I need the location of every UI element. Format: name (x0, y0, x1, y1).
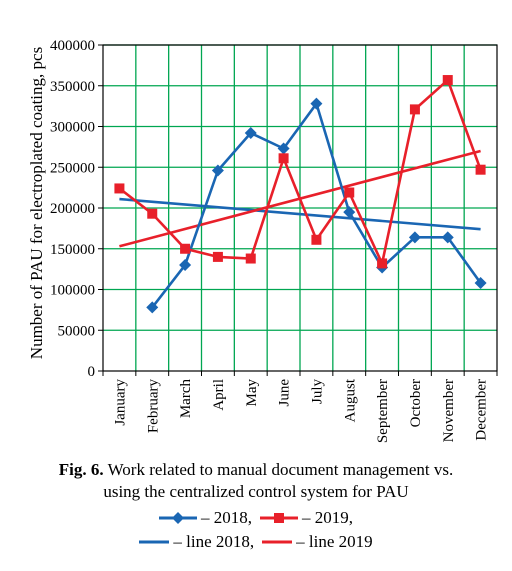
y-tick-label: 200000 (50, 201, 95, 217)
caption-line-1: Work related to manual document manageme… (107, 460, 454, 479)
data-point (245, 253, 256, 264)
y-tick-label: 250000 (50, 160, 95, 176)
legend-row-trendlines: – line 2018, – line 2019 (0, 531, 512, 553)
data-point (212, 251, 223, 262)
series (114, 75, 487, 314)
legend-label-line-2018: – line 2018, (173, 532, 255, 551)
legend-swatch-2019-icon (260, 513, 298, 523)
x-tick-label: December (474, 379, 490, 441)
legend-item-line-2019: – line 2019 (262, 532, 373, 552)
y-tick-label: 100000 (50, 283, 95, 299)
data-point (277, 142, 290, 155)
data-point (180, 243, 191, 254)
x-tick-label: November (441, 379, 457, 442)
grid (103, 44, 497, 371)
caption-line-2: using the centralized control system for… (103, 482, 409, 501)
data-point (244, 127, 257, 140)
data-point (114, 183, 125, 194)
legend-item-line-2018: – line 2018, (139, 532, 254, 552)
data-point (408, 231, 421, 244)
x-tick-label: September (375, 379, 391, 443)
axes (98, 44, 498, 376)
x-tick-label: May (244, 379, 260, 407)
data-point (211, 164, 224, 177)
data-point (474, 276, 487, 289)
legend-item-2018: – 2018, (159, 508, 252, 528)
legend-swatch-line-2019-icon (262, 540, 293, 544)
legend-label-2019: – 2019, (302, 508, 353, 527)
data-point (278, 153, 289, 164)
data-point (442, 75, 453, 86)
x-tick-label: June (277, 379, 293, 407)
x-tick-label: July (309, 379, 325, 405)
data-point (475, 164, 486, 175)
y-tick-label: 0 (88, 364, 96, 380)
data-point (311, 234, 322, 245)
legend-item-2019: – 2019, (260, 508, 353, 528)
legend-label-2018: – 2018, (201, 508, 252, 527)
figure-caption: Fig. 6. Work related to manual document … (0, 459, 512, 480)
data-point (146, 301, 159, 314)
x-tick-label: January (112, 379, 128, 426)
data-point (343, 206, 356, 219)
data-point (310, 97, 323, 110)
legend-label-line-2019: – line 2019 (296, 532, 373, 551)
x-tick-label: April (211, 379, 227, 411)
legend-row-series: – 2018, – 2019, (0, 507, 512, 529)
legend-swatch-2018-icon (159, 512, 197, 524)
chart: 0 50000 100000 150000 200000 250000 300000 3500… (27, 38, 498, 443)
y-tick-label: 300000 (50, 120, 95, 136)
y-tick-label: 400000 (50, 38, 95, 54)
y-tick-label: 350000 (50, 79, 95, 95)
data-point (344, 187, 355, 198)
y-axis-label: Number of PAU for electroplated coating,… (27, 47, 46, 359)
x-tick-label: August (342, 378, 358, 422)
figure-label: Fig. 6. (58, 460, 104, 479)
data-point (179, 259, 192, 272)
data-point (147, 208, 158, 219)
data-point (441, 231, 454, 244)
tick-labels: 0 50000 100000 150000 200000 250000 300000 3500… (50, 38, 490, 443)
series-line-1 (118, 78, 482, 265)
x-tick-label: February (145, 379, 161, 434)
x-tick-label: October (408, 379, 424, 427)
x-tick-label: March (178, 379, 194, 419)
y-tick-label: 150000 (50, 242, 95, 258)
legend-swatch-line-2018-icon (139, 540, 170, 544)
data-point (377, 258, 388, 269)
trendline-0 (119, 197, 481, 231)
y-tick-label: 50000 (58, 323, 96, 339)
data-point (409, 104, 420, 115)
plot-frame (102, 44, 498, 372)
